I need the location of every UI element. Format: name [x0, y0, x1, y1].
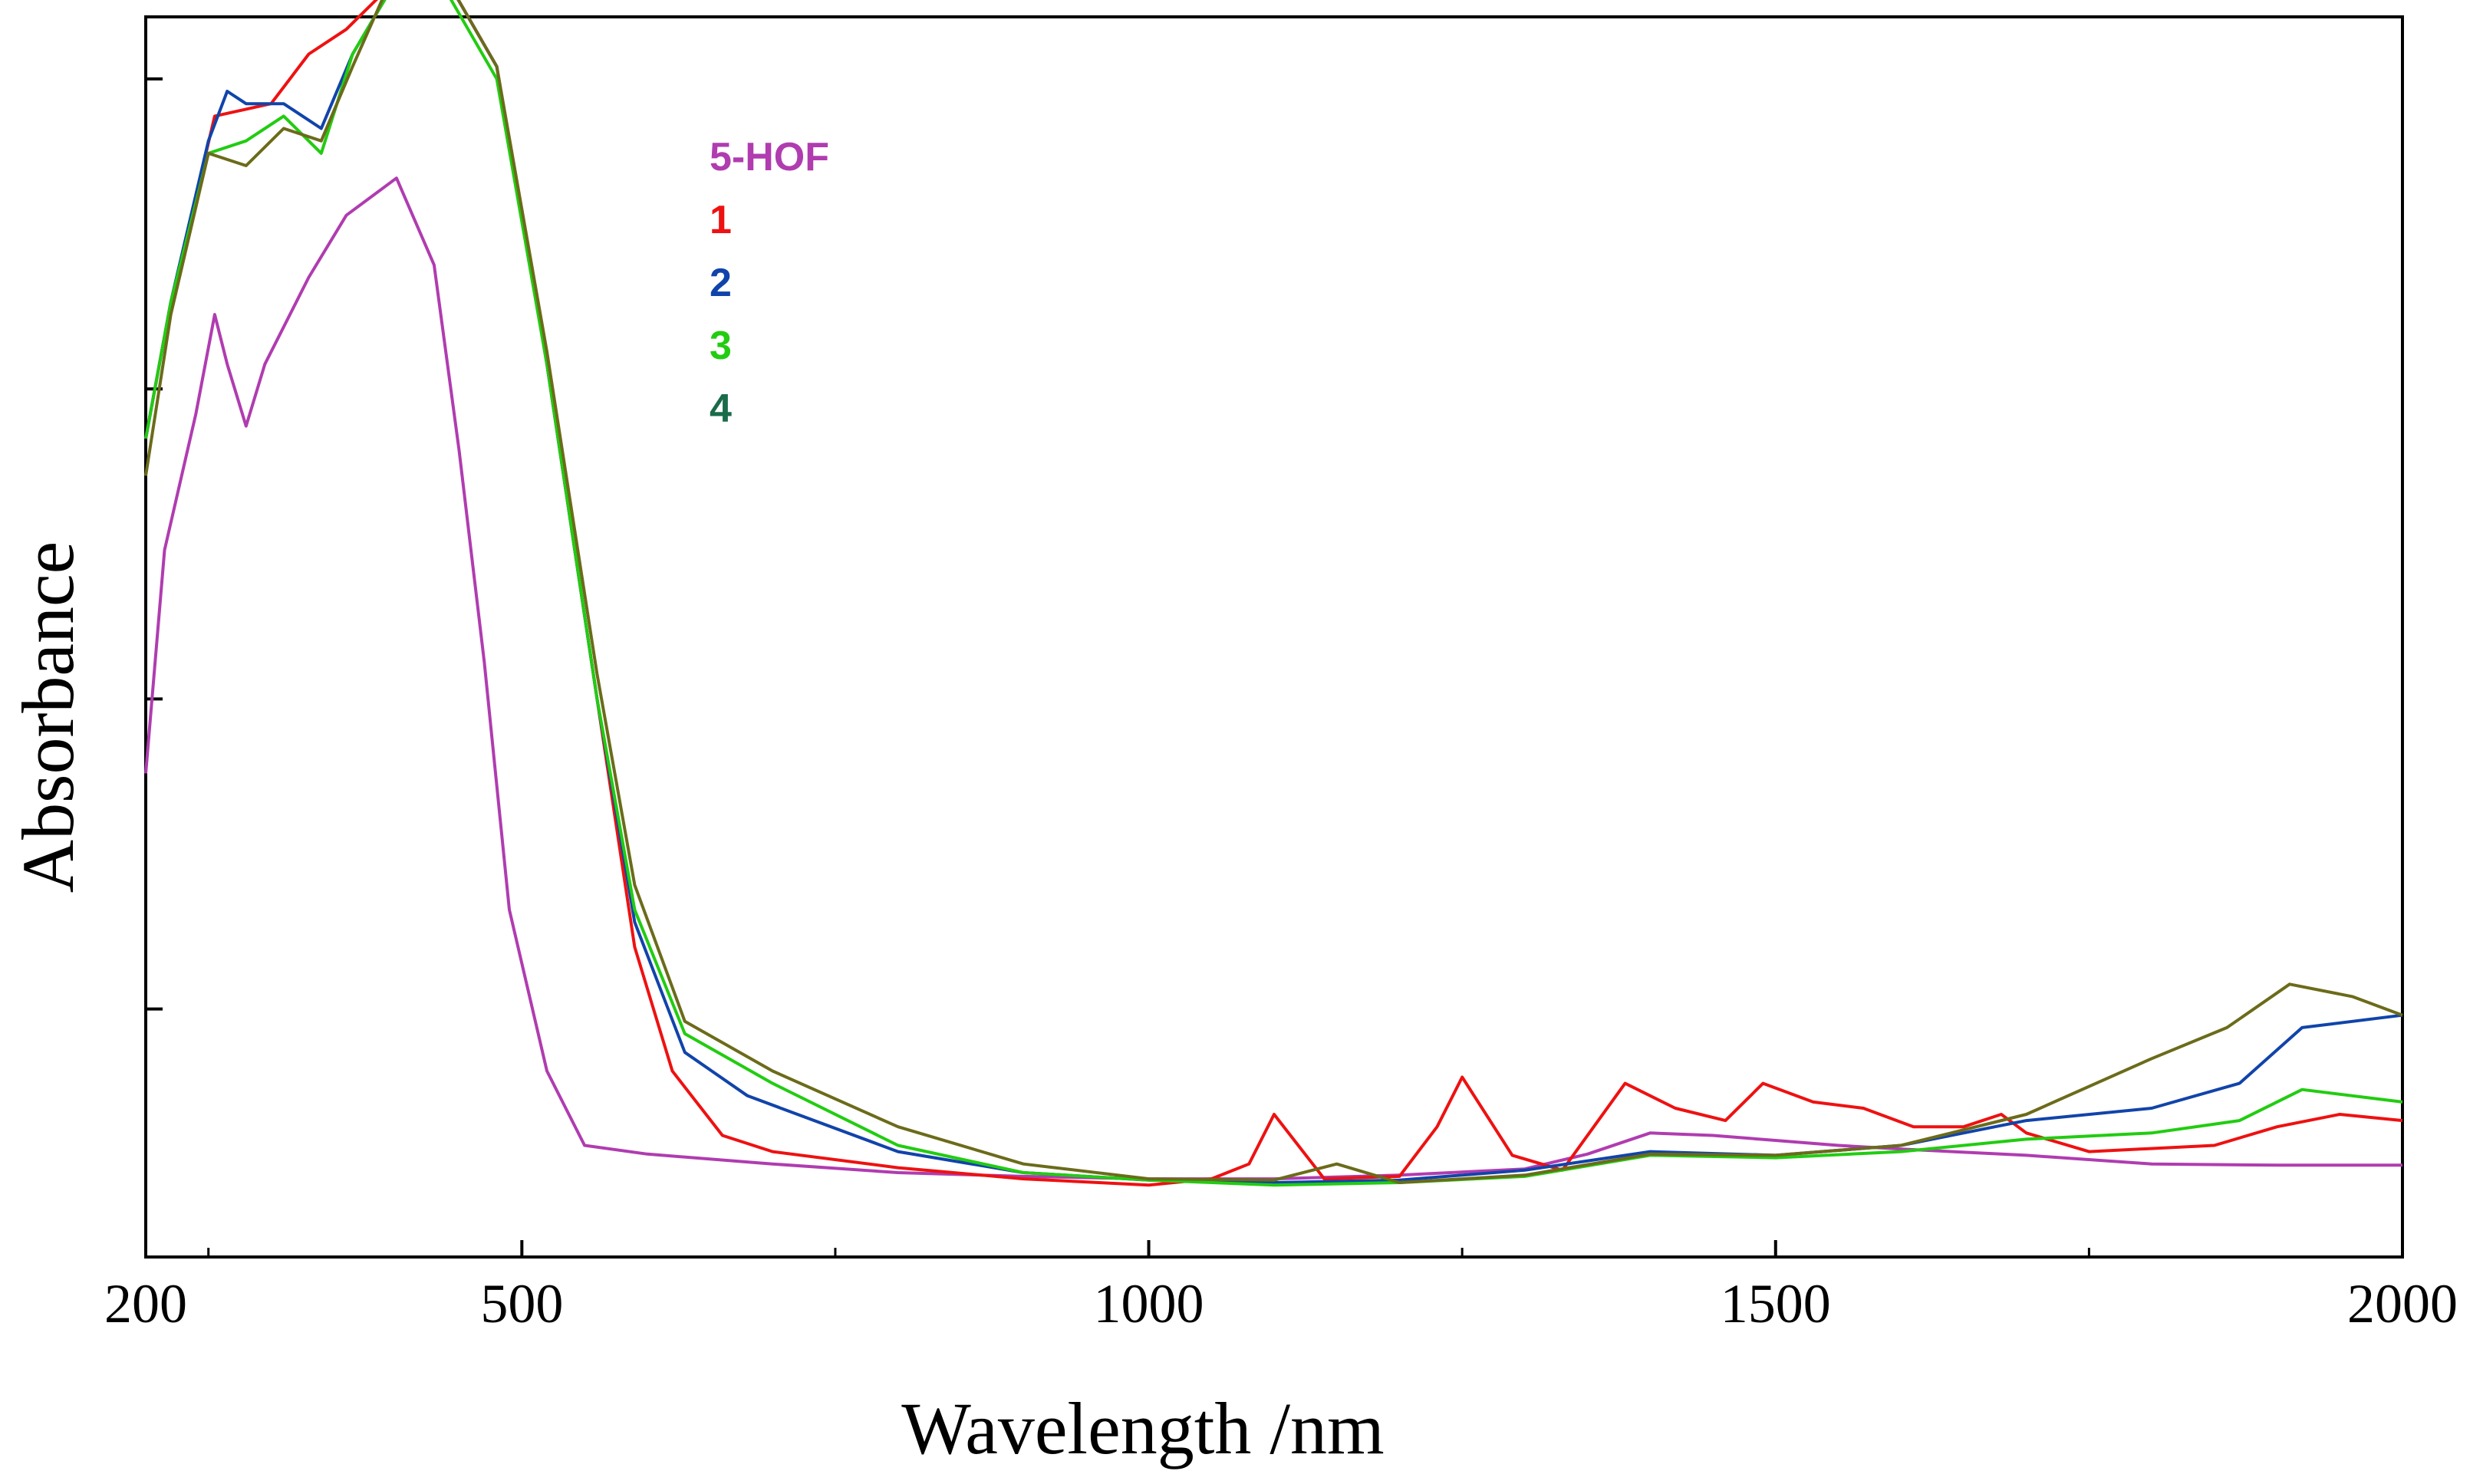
y-axis-title: Absorbance: [7, 541, 89, 893]
legend-entry: 1: [710, 198, 732, 242]
legend-entry: 5-HOF: [710, 135, 829, 179]
series-line-2: [144, 0, 2403, 1184]
x-tick-label: 2000: [2347, 1273, 2458, 1334]
legend-entry: 2: [710, 261, 732, 305]
x-tick-label: 1500: [1721, 1273, 1831, 1334]
series-line-1: [144, 0, 2403, 1187]
plot-frame: [144, 15, 2404, 1259]
legend-entry: 4: [710, 387, 732, 431]
x-tick-label: 200: [104, 1273, 187, 1334]
series-line-3: [144, 0, 2403, 1187]
legend-entry: 3: [710, 324, 732, 368]
series-line-4: [144, 0, 2403, 1184]
x-tick-label: 1000: [1094, 1273, 1204, 1334]
x-tick-label: 500: [480, 1273, 563, 1334]
x-axis-title: Wavelength /nm: [901, 1387, 1384, 1469]
series-line-5-hof: [144, 176, 2402, 1181]
